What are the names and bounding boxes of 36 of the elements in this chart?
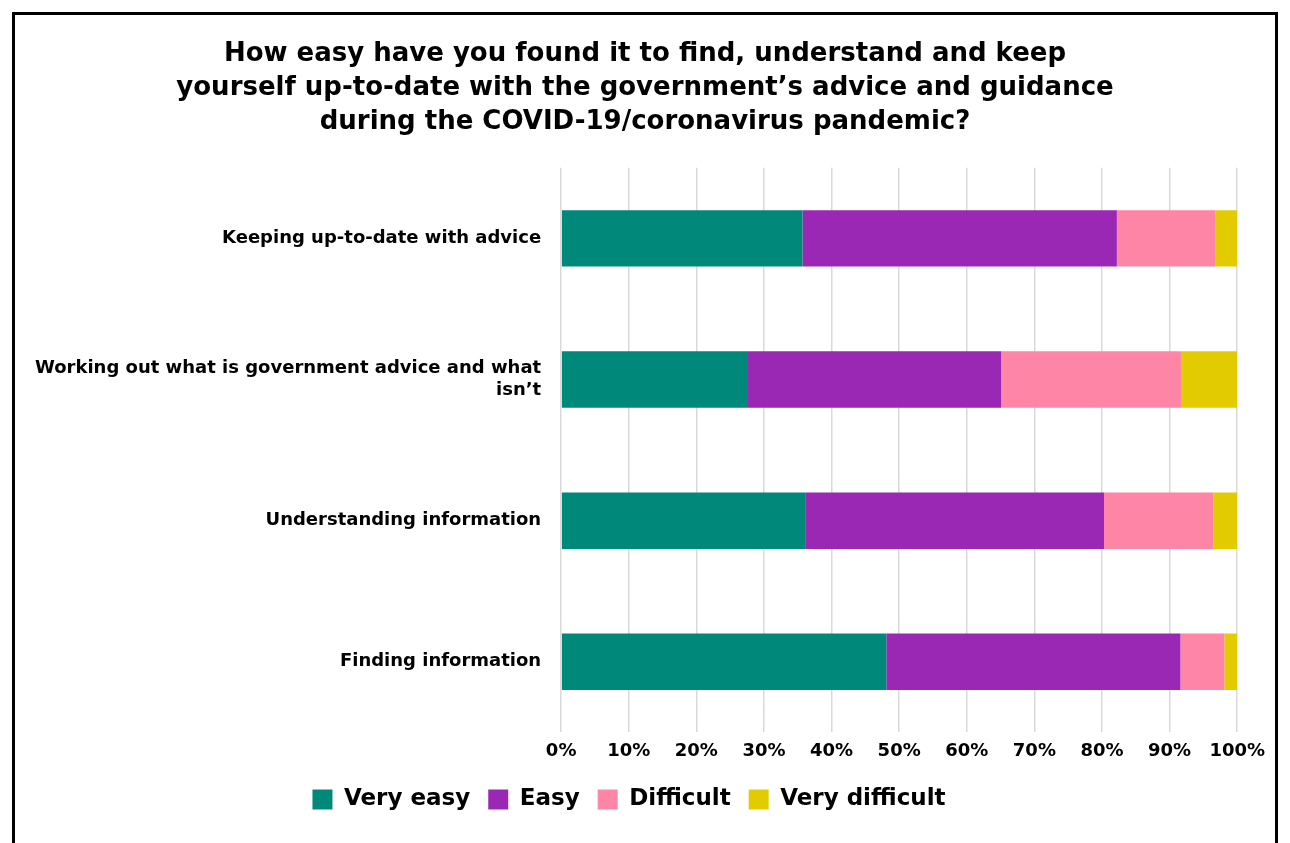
bar [1001,351,1182,408]
legend-label: Very easy [343,784,471,811]
legend-label: Difficult [629,784,731,811]
x-tick-label: 90% [1148,738,1192,760]
chart-title: How easy have you found it to find, understand and keep yourself up-to-date with the government’s advice and guidance during the COVID-19/coronavirus pandemic? [175,36,1115,137]
bar [561,633,887,691]
bar [561,351,748,408]
x-tick-label: 80% [1080,738,1124,760]
legend-label: Very difficult [780,784,946,811]
x-tick-label: 0% [545,738,577,760]
bar [802,210,1117,267]
bar [1213,492,1238,549]
bar [1215,210,1238,267]
y-tick-label: Keeping up-to-date with advice [222,226,542,248]
x-tick-label: 20% [674,738,718,760]
bar [1104,492,1214,549]
x-tick-label: 50% [877,738,921,760]
y-tick-label: Working out what is government advice and what isn’t [34,356,542,399]
x-tick-label: 40% [810,738,854,760]
bar [886,633,1181,691]
x-tick-label: 100% [1209,738,1265,760]
bar [747,351,1002,408]
bar [805,492,1105,549]
x-tick-label: 30% [742,738,786,760]
x-tick-label: 10% [607,738,651,760]
x-tick-label: 70% [1012,738,1056,760]
legend-label: Easy [519,784,580,811]
y-tick-label: Understanding information [265,508,542,530]
x-tick-label: 60% [945,738,989,760]
bar [561,492,806,549]
bar [1180,633,1225,691]
bar [1116,210,1216,267]
y-tick-label: Finding information [339,649,542,671]
bar [1224,633,1238,691]
bar [1181,351,1238,408]
bar [561,210,803,267]
